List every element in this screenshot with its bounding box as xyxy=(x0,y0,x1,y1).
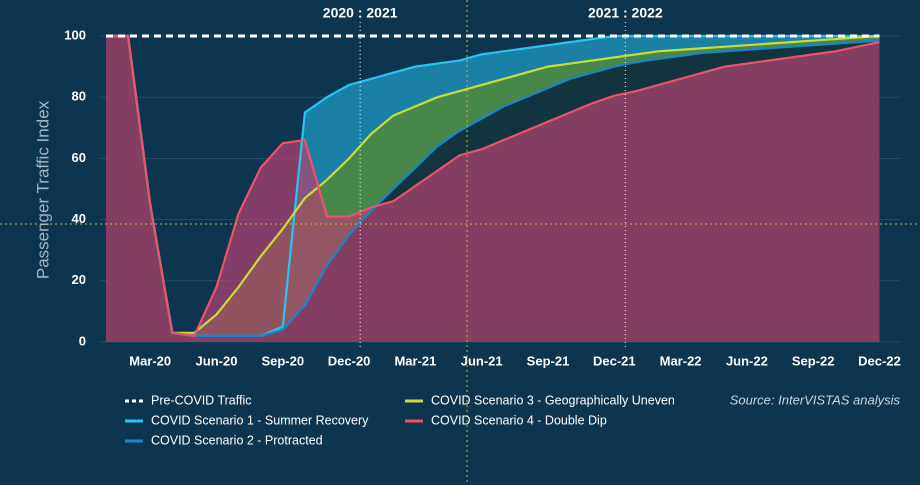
x-tick-label: Mar-21 xyxy=(394,353,436,368)
y-tick-label: 40 xyxy=(72,211,86,226)
x-tick-label: Sep-21 xyxy=(527,353,570,368)
y-tick-label: 20 xyxy=(72,272,86,287)
y-tick-label: 0 xyxy=(79,333,86,348)
legend-label: COVID Scenario 2 - Protracted xyxy=(151,433,323,447)
x-tick-label: Dec-22 xyxy=(858,353,901,368)
x-tick-label: Dec-20 xyxy=(328,353,371,368)
annotation: 2021 : 2022 xyxy=(588,5,663,21)
y-tick-label: 100 xyxy=(64,27,86,42)
legend-label: COVID Scenario 1 - Summer Recovery xyxy=(151,413,369,427)
line xyxy=(106,34,880,334)
legend-label: COVID Scenario 3 - Geographically Uneven xyxy=(431,393,675,407)
y-tick-label: 80 xyxy=(72,89,86,104)
x-tick-label: Mar-22 xyxy=(660,353,702,368)
line xyxy=(106,34,880,338)
source: Source: InterVISTAS analysis xyxy=(730,392,901,407)
legend-label: Pre-COVID Traffic xyxy=(151,393,251,407)
area xyxy=(106,36,880,342)
y-axis-label: Passenger Traffic Index xyxy=(33,100,52,279)
line xyxy=(106,34,880,337)
annotation: 2020 : 2021 xyxy=(323,5,398,21)
x-tick-label: Jun-20 xyxy=(196,353,238,368)
x-tick-label: Sep-20 xyxy=(261,353,304,368)
y-tick-label: 60 xyxy=(72,150,86,165)
x-tick-label: Jun-22 xyxy=(726,353,768,368)
x-tick-label: Jun-21 xyxy=(461,353,503,368)
x-tick-label: Mar-20 xyxy=(129,353,171,368)
legend-label: COVID Scenario 4 - Double Dip xyxy=(431,413,607,427)
x-tick-label: Sep-22 xyxy=(792,353,835,368)
x-tick-label: Dec-21 xyxy=(593,353,636,368)
